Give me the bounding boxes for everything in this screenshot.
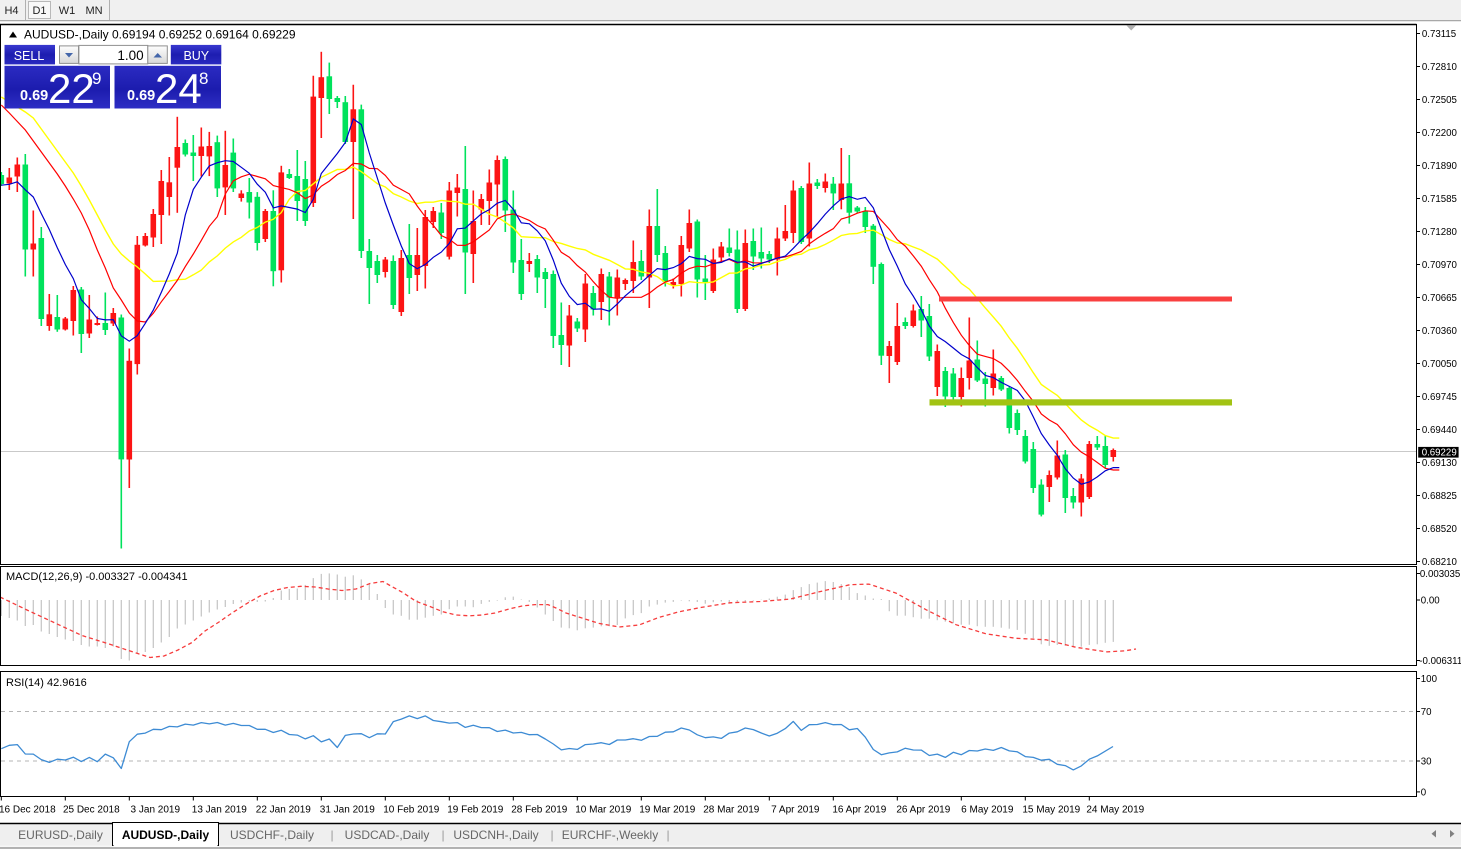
svg-text:0.72200: 0.72200 [1422, 128, 1458, 139]
svg-text:24: 24 [155, 65, 202, 112]
svg-text:0.70050: 0.70050 [1422, 359, 1458, 370]
svg-text:26 Apr 2019: 26 Apr 2019 [896, 805, 950, 816]
svg-text:|: | [550, 828, 553, 842]
svg-text:0.69229: 0.69229 [1422, 447, 1457, 458]
svg-text:9: 9 [92, 69, 101, 88]
svg-text:70: 70 [1421, 707, 1432, 718]
svg-text:30: 30 [1421, 757, 1432, 768]
svg-text:BUY: BUY [183, 49, 209, 63]
svg-text:-0.006311: -0.006311 [1419, 656, 1461, 667]
svg-text:13 Jan 2019: 13 Jan 2019 [192, 805, 247, 816]
svg-text:W1: W1 [59, 5, 76, 17]
svg-text:|: | [666, 828, 669, 842]
svg-text:USDCNH-,Daily: USDCNH-,Daily [453, 828, 538, 842]
svg-text:3 Jan 2019: 3 Jan 2019 [131, 805, 181, 816]
svg-text:16 Apr 2019: 16 Apr 2019 [832, 805, 886, 816]
svg-text:10 Feb 2019: 10 Feb 2019 [383, 805, 440, 816]
svg-text:22 Jan 2019: 22 Jan 2019 [256, 805, 311, 816]
svg-text:0.69130: 0.69130 [1422, 458, 1458, 469]
svg-text:0.70970: 0.70970 [1422, 260, 1458, 271]
svg-text:0.00: 0.00 [1421, 596, 1440, 607]
svg-text:7 Apr 2019: 7 Apr 2019 [771, 805, 820, 816]
svg-text:0.71890: 0.71890 [1422, 161, 1458, 172]
svg-text:19 Mar 2019: 19 Mar 2019 [639, 805, 696, 816]
svg-text:0.69: 0.69 [127, 88, 155, 104]
svg-text:15 May 2019: 15 May 2019 [1022, 805, 1080, 816]
svg-text:0.68520: 0.68520 [1422, 524, 1458, 535]
svg-text:0.70665: 0.70665 [1422, 293, 1457, 304]
svg-text:AUDUSD-,Daily 0.69194 0.69252: AUDUSD-,Daily 0.69194 0.69252 0.69164 0.… [24, 28, 296, 42]
svg-text:0.71585: 0.71585 [1422, 194, 1457, 205]
svg-text:16 Dec 2018: 16 Dec 2018 [0, 805, 56, 816]
svg-text:0.72505: 0.72505 [1422, 95, 1457, 106]
svg-text:0.69745: 0.69745 [1422, 392, 1457, 403]
svg-text:H4: H4 [4, 5, 18, 17]
svg-text:28 Mar 2019: 28 Mar 2019 [703, 805, 760, 816]
svg-text:|: | [441, 828, 444, 842]
svg-text:0.69: 0.69 [20, 88, 48, 104]
svg-text:0.71280: 0.71280 [1422, 227, 1458, 238]
svg-text:USDCAD-,Daily: USDCAD-,Daily [345, 828, 430, 842]
svg-text:D1: D1 [32, 5, 46, 17]
svg-text:MN: MN [85, 5, 102, 17]
svg-text:EURUSD-,Daily: EURUSD-,Daily [18, 828, 103, 842]
svg-text:USDCHF-,Daily: USDCHF-,Daily [230, 828, 314, 842]
svg-text:24 May 2019: 24 May 2019 [1086, 805, 1144, 816]
svg-text:0.003035: 0.003035 [1420, 569, 1460, 580]
svg-text:22: 22 [48, 65, 95, 112]
svg-text:31 Jan 2019: 31 Jan 2019 [320, 805, 375, 816]
svg-text:28 Feb 2019: 28 Feb 2019 [511, 805, 568, 816]
svg-text:AUDUSD-,Daily: AUDUSD-,Daily [122, 828, 210, 842]
svg-text:SELL: SELL [14, 49, 45, 63]
svg-text:0.73115: 0.73115 [1422, 29, 1456, 40]
svg-text:MACD(12,26,9) -0.003327 -0.004: MACD(12,26,9) -0.003327 -0.004341 [6, 571, 188, 583]
svg-text:6 May 2019: 6 May 2019 [961, 805, 1014, 816]
svg-text:0.72810: 0.72810 [1422, 62, 1458, 73]
svg-text:|: | [330, 828, 333, 842]
svg-text:19 Feb 2019: 19 Feb 2019 [447, 805, 504, 816]
svg-text:1.00: 1.00 [117, 48, 143, 63]
svg-text:0.68825: 0.68825 [1422, 491, 1457, 502]
svg-text:RSI(14) 42.9616: RSI(14) 42.9616 [6, 677, 87, 689]
svg-text:10 Mar 2019: 10 Mar 2019 [575, 805, 632, 816]
svg-text:0: 0 [1421, 787, 1427, 798]
svg-text:0.70360: 0.70360 [1422, 326, 1458, 337]
svg-text:0.68210: 0.68210 [1422, 557, 1458, 568]
svg-text:8: 8 [199, 69, 208, 88]
svg-text:EURCHF-,Weekly: EURCHF-,Weekly [562, 828, 658, 842]
svg-text:25 Dec 2018: 25 Dec 2018 [63, 805, 120, 816]
svg-text:0.69440: 0.69440 [1422, 425, 1458, 436]
svg-text:100: 100 [1421, 674, 1438, 685]
